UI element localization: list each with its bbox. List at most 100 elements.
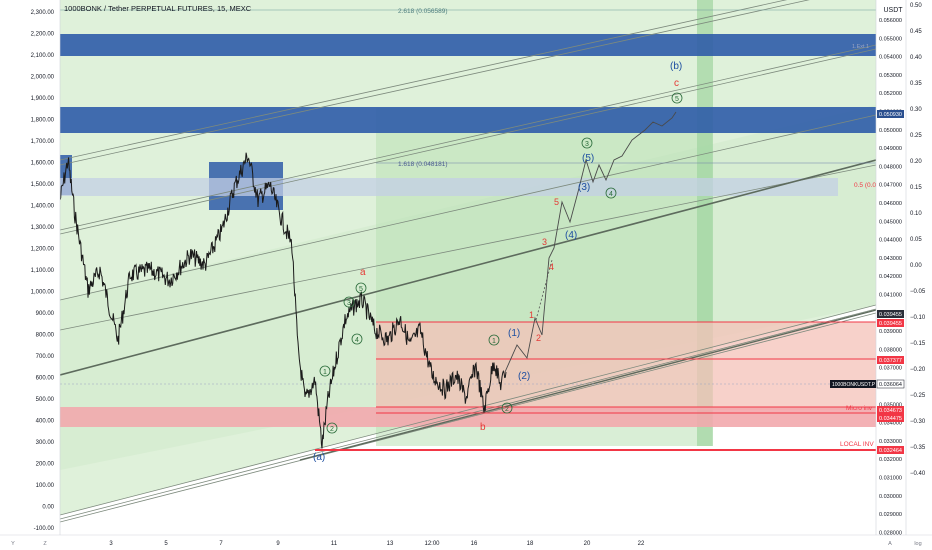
circle-5b-text: 5 bbox=[675, 96, 679, 103]
left-axis-tick: 300.00 bbox=[36, 440, 55, 446]
circle-5-marker bbox=[355, 282, 367, 294]
price-axis-tick: 0.052000 bbox=[879, 91, 902, 97]
left-axis-tick: 2,300.00 bbox=[31, 10, 55, 16]
left-axis-tick: 1,400.00 bbox=[31, 204, 55, 210]
percent-axis-tick: −0.25 bbox=[910, 393, 926, 399]
price-axis-tick: 0.034000 bbox=[879, 421, 902, 427]
wave-red-5-label: 5 bbox=[554, 197, 559, 207]
time-axis-bg[interactable] bbox=[0, 535, 932, 550]
wave-paren-a-label: (a) bbox=[313, 452, 325, 463]
percent-axis-tick: −0.30 bbox=[910, 419, 926, 425]
left-axis-tick: 900.00 bbox=[36, 311, 55, 317]
red-retrace-zone bbox=[376, 322, 876, 410]
marker-032464: 0.032464 bbox=[879, 448, 902, 454]
lower-trendline bbox=[299, 309, 876, 461]
auto-scale-button[interactable]: A bbox=[888, 541, 892, 547]
series-tag: 1000BONKUSDT.P bbox=[832, 382, 876, 388]
price-axis-tick: 0.042000 bbox=[879, 274, 902, 280]
bottom-left-button-z[interactable]: Z bbox=[43, 541, 47, 547]
percent-axis-tick: 0.30 bbox=[910, 107, 922, 113]
circle-3-marker bbox=[343, 296, 355, 308]
log-scale-button[interactable]: log bbox=[914, 541, 921, 547]
price-axis-tick: 0.045000 bbox=[879, 219, 902, 225]
marker-037377: 0.037377 bbox=[879, 358, 902, 364]
percent-axis-tick: −0.20 bbox=[910, 367, 926, 373]
percent-axis-tick: 0.25 bbox=[910, 133, 922, 139]
time-axis-tick: 11 bbox=[331, 541, 338, 547]
circle-4b-text: 4 bbox=[609, 191, 613, 198]
price-axis[interactable]: 0.056000 0.055000 0.054000 0.053000 0.052000… bbox=[879, 18, 902, 536]
marker-034673: 0.034673 bbox=[879, 408, 902, 414]
main-trendline bbox=[60, 159, 876, 376]
price-axis-tick: 0.032000 bbox=[879, 457, 902, 463]
left-axis-tick: 1,100.00 bbox=[31, 268, 55, 274]
left-axis-tick: 1,200.00 bbox=[31, 247, 55, 253]
time-axis-tick: 16 bbox=[471, 541, 478, 547]
wave-paren-5-label: (5) bbox=[582, 153, 594, 164]
price-axis-tick: 0.041000 bbox=[879, 293, 902, 299]
left-axis-tick: 500.00 bbox=[36, 397, 55, 403]
fib-1618-label: 1.618 (0.048181) bbox=[398, 161, 448, 168]
time-axis[interactable]: 3 5 7 9 11 13 12:00 16 18 20 22 bbox=[109, 541, 645, 547]
left-axis[interactable]: 2,300.00 2,200.00 2,100.00 2,000.00 1,900.00… bbox=[31, 10, 55, 550]
left-axis-tick: 1,800.00 bbox=[31, 118, 55, 124]
price-axis-tick: 0.033000 bbox=[879, 439, 902, 445]
price-axis-tick: 0.038000 bbox=[879, 347, 902, 353]
price-markers: 0.050930 0.039455 0.039455 0.037377 1000… bbox=[830, 110, 905, 454]
circle-3b-text: 3 bbox=[585, 141, 589, 148]
percent-axis[interactable]: 0.50 0.45 0.40 0.35 0.30 0.25 0.20 0.15 0.10 0.05… bbox=[910, 3, 926, 477]
price-axis-tick: 0.050000 bbox=[879, 128, 902, 134]
wave-red-3-label: 3 bbox=[542, 237, 547, 247]
left-axis-tick: 0.00 bbox=[42, 505, 54, 511]
circle-4-text: 4 bbox=[355, 337, 359, 344]
wave-red-2-label: 2 bbox=[536, 333, 541, 343]
left-axis-tick: 1,500.00 bbox=[31, 182, 55, 188]
chart-title: 1000BONK / Tether PERPETUAL FUTURES, 15,… bbox=[64, 4, 252, 13]
circle-1b-marker bbox=[488, 334, 500, 346]
percent-axis-tick: 0.00 bbox=[910, 263, 922, 269]
left-axis-tick: 2,200.00 bbox=[31, 32, 55, 38]
channel-lines bbox=[60, 0, 876, 523]
price-axis-tick: 0.044000 bbox=[879, 238, 902, 244]
wave-red-4-label: 4 bbox=[549, 262, 554, 272]
percent-axis-tick: −0.05 bbox=[910, 289, 926, 295]
circle-2b-marker bbox=[501, 402, 513, 414]
left-axis-tick: 400.00 bbox=[36, 419, 55, 425]
time-axis-tick: 13 bbox=[387, 541, 394, 547]
price-axis-tick: 0.056000 bbox=[879, 18, 902, 24]
fib-05-label: 0.5 (0.0 bbox=[854, 182, 876, 189]
price-axis-tick: 0.039000 bbox=[879, 329, 902, 335]
wave-paren-2-label: (2) bbox=[518, 371, 530, 382]
left-axis-tick: 2,000.00 bbox=[31, 75, 55, 81]
time-axis-tick: 20 bbox=[584, 541, 591, 547]
price-axis-tick: 0.054000 bbox=[879, 55, 902, 61]
circle-2b-text: 2 bbox=[505, 406, 509, 413]
local-inv-label: LOCAL INV bbox=[840, 441, 874, 448]
circle-2-marker bbox=[326, 422, 338, 434]
blue-resistance-zone-top bbox=[60, 34, 876, 56]
wave-a-label: a bbox=[360, 267, 366, 278]
wave-paren-4-label: (4) bbox=[565, 230, 577, 241]
micro-inv-label: Micro inv bbox=[846, 405, 873, 412]
projected-wave-path bbox=[504, 111, 677, 373]
percent-axis-tick: 0.10 bbox=[910, 211, 922, 217]
marker-039455-dark: 0.039455 bbox=[879, 312, 902, 318]
left-axis-tick: 200.00 bbox=[36, 462, 55, 468]
time-axis-tick: 22 bbox=[638, 541, 645, 547]
wave-red-1-label: 1 bbox=[529, 310, 534, 320]
time-axis-tick: 7 bbox=[219, 541, 223, 547]
bottom-left-button-y[interactable]: Y bbox=[11, 541, 15, 547]
wave-paren-1-label: (1) bbox=[508, 328, 520, 339]
price-axis-bg[interactable] bbox=[876, 0, 906, 550]
percent-axis-tick: −0.40 bbox=[910, 471, 926, 477]
circle-5b-marker bbox=[671, 92, 683, 104]
fib-2618-label: 2.618 (0.056589) bbox=[398, 8, 448, 15]
light-blue-band bbox=[60, 178, 838, 196]
left-axis-tick: 1,600.00 bbox=[31, 161, 55, 167]
percent-axis-tick: 0.50 bbox=[910, 3, 922, 9]
price-axis-tick: 0.047000 bbox=[879, 183, 902, 189]
time-axis-tick: 18 bbox=[527, 541, 534, 547]
left-axis-tick: 100.00 bbox=[36, 483, 55, 489]
time-axis-tick: 9 bbox=[276, 541, 280, 547]
